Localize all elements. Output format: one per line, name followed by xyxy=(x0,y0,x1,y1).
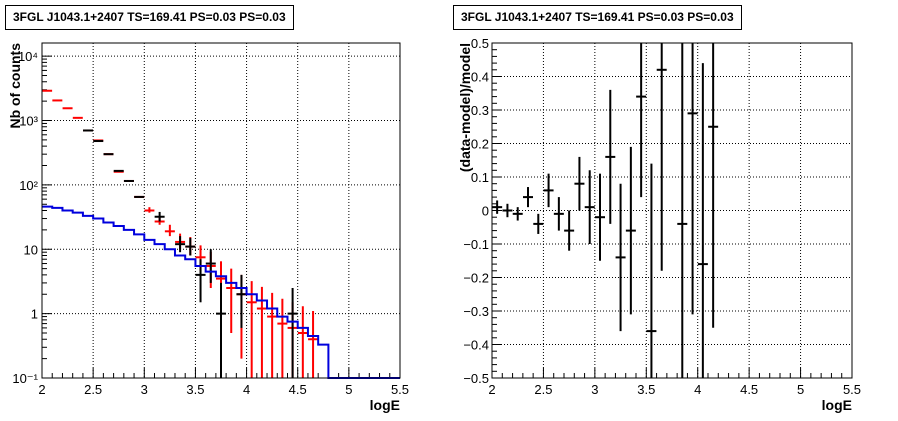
panel1-data-point xyxy=(625,146,636,315)
panel1-x-tick-label: 2.5 xyxy=(534,382,552,397)
panel0-data-point xyxy=(175,236,186,253)
panel1-y-tick-label: 0.4 xyxy=(471,70,489,85)
panel0-data-point xyxy=(246,281,257,378)
panel0-plot-frame xyxy=(41,42,401,379)
panel1-x-tick-label: 3 xyxy=(591,382,598,397)
panel0-y-tick-label: 10⁻¹ xyxy=(12,371,38,386)
panel1-data-point xyxy=(595,173,605,261)
panel0-data-point xyxy=(256,286,267,378)
panel1-data-point xyxy=(646,163,657,378)
right-chart-title: 3FGL J1043.1+2407 TS=169.41 PS=0.03 PS=0… xyxy=(453,5,742,30)
panel0-data-point xyxy=(154,211,165,222)
panel1-x-tick-label: 4 xyxy=(694,382,701,397)
panel1-x-tick-label: 5.5 xyxy=(843,382,861,397)
panel1-data-point xyxy=(677,43,688,378)
panel1-x-axis-label: logE xyxy=(822,397,852,413)
panel1-y-tick-label: 0.2 xyxy=(471,137,489,152)
panel0-data-point xyxy=(277,298,288,378)
panel1-data-point xyxy=(584,170,595,244)
panel1-y-tick-label: 0.5 xyxy=(471,36,489,51)
panel1-data-point xyxy=(553,197,564,231)
panel1-y-tick-label: 0 xyxy=(482,204,489,219)
panel1-data-point xyxy=(543,173,554,208)
left-chart-title: 3FGL J1043.1+2407 TS=169.41 PS=0.03 PS=0… xyxy=(5,5,294,30)
panel0-data-point xyxy=(308,310,319,378)
panel0-data-point xyxy=(144,207,155,213)
panel0-y-tick-label: 1 xyxy=(31,307,38,322)
panel1-data-point xyxy=(502,203,513,218)
panel1-y-tick-label: −0.5 xyxy=(463,371,489,386)
panel1-data-point xyxy=(656,43,667,271)
panel1-data-point xyxy=(564,210,575,251)
panel0-x-axis-label: logE xyxy=(370,397,400,413)
panel0-x-tick-label: 5.5 xyxy=(391,382,409,397)
panel1-y-axis-label: (data-model)/model xyxy=(457,43,473,172)
panel1-x-tick-label: 4.5 xyxy=(740,382,758,397)
panel0-x-tick-label: 5 xyxy=(345,382,352,397)
panel0-x-tick-label: 2.5 xyxy=(84,382,102,397)
panel0-data-point xyxy=(164,224,175,237)
panel0-y-axis-label: Nb of counts xyxy=(7,43,23,129)
panel1-y-tick-label: 0.1 xyxy=(471,170,489,185)
panel0-data-point xyxy=(226,268,237,334)
panel0-x-tick-label: 4.5 xyxy=(289,382,307,397)
panel0-y-tick-label: 10⁴ xyxy=(18,49,38,64)
panel1-data-point xyxy=(697,63,708,378)
panel0-x-tick-label: 4 xyxy=(243,382,250,397)
panel0-model-histogram xyxy=(42,205,400,379)
panel1-data-point xyxy=(708,43,719,328)
panel1-plot-frame xyxy=(491,42,853,379)
panel0-data-point xyxy=(236,274,247,328)
panel0-data-point xyxy=(185,237,196,256)
panel1-y-tick-label: −0.4 xyxy=(463,338,489,353)
panel1-y-tick-label: −0.3 xyxy=(463,304,489,319)
panel0-data-point xyxy=(205,249,216,283)
panel0-data-point xyxy=(267,292,278,378)
panel0-y-tick-label: 10² xyxy=(19,178,38,193)
panel1-x-tick-label: 2 xyxy=(488,382,495,397)
panel0-x-tick-label: 2 xyxy=(38,382,45,397)
panel1-data-point xyxy=(512,207,523,221)
panel1-data-point xyxy=(523,187,533,208)
panel1-x-tick-label: 5 xyxy=(797,382,804,397)
panel1-y-tick-label: −0.1 xyxy=(463,237,489,252)
panel1-data-point xyxy=(574,156,585,211)
panel0-data-point xyxy=(297,306,308,378)
panel0-y-tick-label: 10³ xyxy=(19,114,38,129)
panel1-y-tick-label: −0.2 xyxy=(463,271,489,286)
panel1-data-point xyxy=(605,89,616,224)
panel1-data-point xyxy=(636,43,647,198)
panel0-x-tick-label: 3.5 xyxy=(186,382,204,397)
panel0-x-tick-label: 3 xyxy=(141,382,148,397)
panel0-y-tick-label: 10 xyxy=(24,242,38,257)
panel1-data-point xyxy=(533,213,544,234)
panel0-data-point xyxy=(287,288,298,378)
panel0-data-point xyxy=(216,282,226,378)
panel1-data-point xyxy=(492,200,503,214)
panel1-data-point xyxy=(687,43,698,315)
panel1-y-tick-label: 0.3 xyxy=(471,103,489,118)
panel1-x-tick-label: 3.5 xyxy=(637,382,655,397)
panel1-data-point xyxy=(615,183,626,332)
